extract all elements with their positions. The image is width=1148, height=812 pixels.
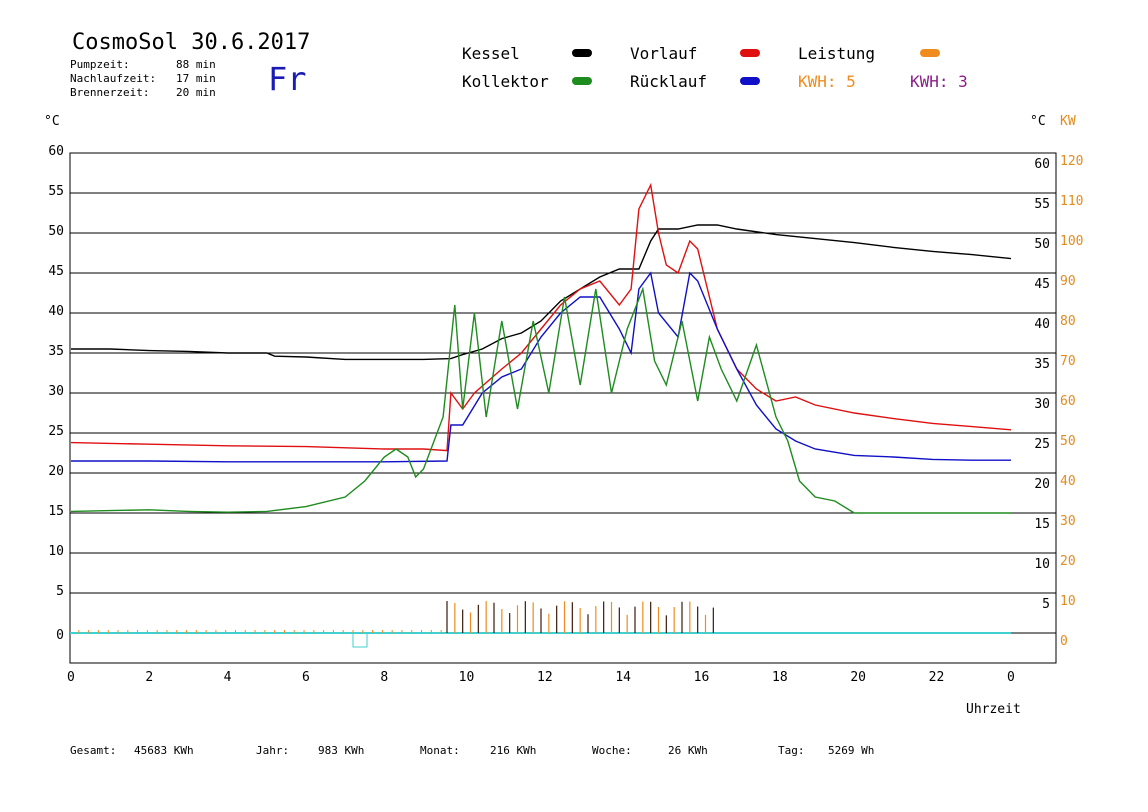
y-tick-label-kw: 30: [1060, 514, 1076, 529]
y-tick-label-left: 55: [48, 184, 64, 199]
y-tick-label-right: 15: [1034, 517, 1050, 532]
y-tick-label-kw: 10: [1060, 594, 1076, 609]
footer-label-tag: Tag:: [778, 744, 805, 757]
x-tick-label: 2: [145, 670, 154, 685]
y-tick-label-kw: 80: [1060, 314, 1076, 329]
legend-kessel-swatch: [572, 49, 592, 57]
series-vorlauf: [70, 182, 1012, 452]
y-tick-label-left: 30: [48, 384, 64, 399]
weekday-label: Fr: [268, 60, 307, 98]
y-tick-label-left: 40: [48, 304, 64, 319]
x-tick-label: 0: [1007, 670, 1015, 685]
y-tick-label-kw: 100: [1060, 234, 1084, 249]
y-tick-label-right: 30: [1034, 397, 1050, 412]
y-tick-label-right: 40: [1034, 317, 1050, 332]
y-tick-label-right: 20: [1034, 477, 1050, 492]
y-tick-label-right: 35: [1034, 357, 1050, 372]
series-lines: [70, 182, 1012, 514]
legend-leistung: Leistung: [798, 44, 876, 63]
left-axis-unit: °C: [44, 114, 60, 129]
x-tick-label: 10: [458, 670, 475, 685]
x-tick-label: 4: [223, 670, 232, 685]
footer-value-monat: 216 KWh: [490, 744, 537, 757]
right-axis-unit-kw: KW: [1060, 114, 1076, 129]
legend-kwh-1: KWH: 5: [798, 72, 856, 91]
right-axis-unit-c: °C: [1030, 114, 1046, 129]
footer-value-gesamt: 45683 KWh: [134, 744, 194, 757]
x-tick-label: 18: [772, 670, 788, 685]
footer-value-woche: 26 KWh: [668, 744, 708, 757]
leistung-bars: [78, 601, 714, 633]
legend-leistung-swatch: [920, 49, 940, 57]
x-tick-label: 22: [928, 670, 945, 685]
y-tick-label-left: 0: [56, 628, 64, 643]
x-tick-label: 20: [850, 670, 866, 685]
y-tick-label-left: 60: [48, 144, 64, 159]
stat-value-pumpzeit: 88 min: [176, 58, 216, 71]
x-tick-label: 8: [380, 670, 389, 685]
legend-vorlauf-swatch: [740, 49, 760, 57]
y-tick-label-right: 45: [1034, 277, 1050, 292]
y-tick-label-right: 25: [1034, 437, 1050, 452]
footer-label-woche: Woche:: [592, 744, 632, 757]
series-ruecklauf: [71, 271, 1011, 463]
y-tick-label-left: 25: [48, 424, 64, 439]
x-tick-label: 14: [615, 670, 631, 685]
legend-vorlauf: Vorlauf: [630, 44, 698, 63]
plot-frame: [69, 152, 1057, 664]
y-tick-label-left: 45: [48, 264, 64, 279]
y-tick-label-right: 60: [1034, 157, 1050, 172]
legend-kollektor-swatch: [572, 77, 592, 85]
y-tick-label-right: 55: [1034, 197, 1050, 212]
footer-label-monat: Monat:: [420, 744, 460, 757]
x-tick-label: 12: [537, 670, 553, 685]
series-kessel: [71, 224, 1012, 361]
grid-lines: [70, 152, 1056, 648]
stat-label-nachlaufzeit: Nachlaufzeit:: [70, 72, 157, 85]
chart-title: CosmoSol 30.6.2017: [72, 30, 311, 55]
y-tick-label-kw: 120: [1060, 154, 1084, 169]
stat-value-brennerzeit: 20 min: [176, 86, 216, 99]
x-tick-label: 16: [693, 670, 710, 685]
footer-value-jahr: 983 KWh: [318, 744, 365, 757]
y-tick-label-left: 10: [48, 544, 64, 559]
x-tick-label: 0: [67, 670, 75, 685]
y-tick-label-left: 35: [48, 344, 64, 359]
y-tick-label-kw: 0: [1060, 634, 1068, 649]
y-tick-label-left: 50: [48, 224, 64, 239]
y-tick-label-kw: 110: [1060, 194, 1084, 209]
time-marker: [352, 632, 368, 648]
footer-label-gesamt: Gesamt:: [70, 744, 117, 757]
y-tick-label-kw: 60: [1060, 394, 1076, 409]
footer-label-jahr: Jahr:: [256, 744, 290, 757]
y-tick-label-kw: 70: [1060, 354, 1076, 369]
y-tick-label-right: 5: [1042, 597, 1050, 612]
stat-value-nachlaufzeit: 17 min: [176, 72, 216, 85]
y-tick-label-kw: 20: [1060, 554, 1076, 569]
legend-kollektor: Kollektor: [462, 72, 549, 91]
y-tick-label-left: 20: [48, 464, 64, 479]
y-tick-label-kw: 50: [1060, 434, 1076, 449]
y-tick-label-right: 50: [1034, 237, 1050, 252]
legend-kwh-2: KWH: 3: [910, 72, 968, 91]
y-tick-label-left: 15: [48, 504, 64, 519]
y-tick-label-kw: 90: [1060, 274, 1076, 289]
x-tick-label: 6: [302, 670, 310, 685]
legend-ruecklauf: Rücklauf: [630, 72, 708, 91]
x-axis-label: Uhrzeit: [966, 702, 1021, 717]
footer-value-tag: 5269 Wh: [828, 744, 875, 757]
y-tick-label-kw: 40: [1060, 474, 1076, 489]
series-kollektor: [70, 286, 1011, 514]
y-tick-label-right: 10: [1034, 557, 1050, 572]
legend-ruecklauf-swatch: [740, 77, 760, 85]
stat-label-pumpzeit: Pumpzeit:: [70, 58, 130, 71]
y-tick-label-left: 5: [56, 584, 64, 599]
stat-label-brennerzeit: Brennerzeit:: [70, 86, 150, 99]
legend-kessel: Kessel: [462, 44, 520, 63]
